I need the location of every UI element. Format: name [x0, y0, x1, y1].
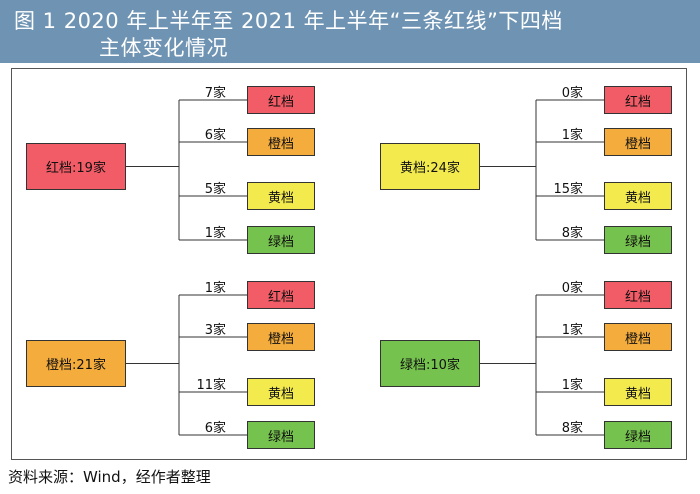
target-box-yellow: 黄档 [604, 378, 672, 406]
source-note: 资料来源：Wind，经作者整理 [8, 468, 211, 486]
target-box-orange: 橙档 [604, 128, 672, 156]
transition-count: 1家 [561, 128, 583, 143]
transition-count: 8家 [561, 421, 583, 436]
transition-count: 3家 [204, 323, 226, 338]
transition-count: 6家 [204, 128, 226, 143]
target-box-red: 红档 [604, 86, 672, 114]
transition-count: 11家 [196, 378, 226, 393]
transition-count: 0家 [561, 86, 583, 101]
target-box-green: 绿档 [247, 421, 315, 449]
target-box-yellow: 黄档 [247, 182, 315, 210]
transition-count: 7家 [204, 86, 226, 101]
transition-count: 1家 [204, 281, 226, 296]
source-box-3: 橙档:21家 [26, 340, 126, 387]
target-box-green: 绿档 [247, 226, 315, 254]
target-box-red: 红档 [247, 86, 315, 114]
target-box-orange: 橙档 [247, 128, 315, 156]
source-box-1: 红档:19家 [26, 143, 126, 190]
transition-count: 8家 [561, 226, 583, 241]
transition-count: 1家 [561, 378, 583, 393]
target-box-red: 红档 [247, 281, 315, 309]
transition-count: 15家 [553, 182, 583, 197]
source-box-2: 黄档:24家 [380, 143, 480, 190]
transition-count: 6家 [204, 421, 226, 436]
target-box-red: 红档 [604, 281, 672, 309]
figure-title-line-1: 图 1 2020 年上半年至 2021 年上半年“三条红线”下四档 [14, 9, 563, 33]
target-box-yellow: 黄档 [604, 182, 672, 210]
source-box-4: 绿档:10家 [380, 340, 480, 387]
transition-count: 1家 [561, 323, 583, 338]
target-box-yellow: 黄档 [247, 378, 315, 406]
figure-title-line-2: 主体变化情况 [99, 36, 228, 60]
transition-count: 0家 [561, 281, 583, 296]
target-box-green: 绿档 [604, 226, 672, 254]
target-box-orange: 橙档 [247, 323, 315, 351]
transition-count: 5家 [204, 182, 226, 197]
target-box-green: 绿档 [604, 421, 672, 449]
transition-count: 1家 [204, 226, 226, 241]
figure-header: 图 1 2020 年上半年至 2021 年上半年“三条红线”下四档 主体变化情况 [0, 0, 700, 63]
diagram-frame [11, 68, 687, 460]
target-box-orange: 橙档 [604, 323, 672, 351]
